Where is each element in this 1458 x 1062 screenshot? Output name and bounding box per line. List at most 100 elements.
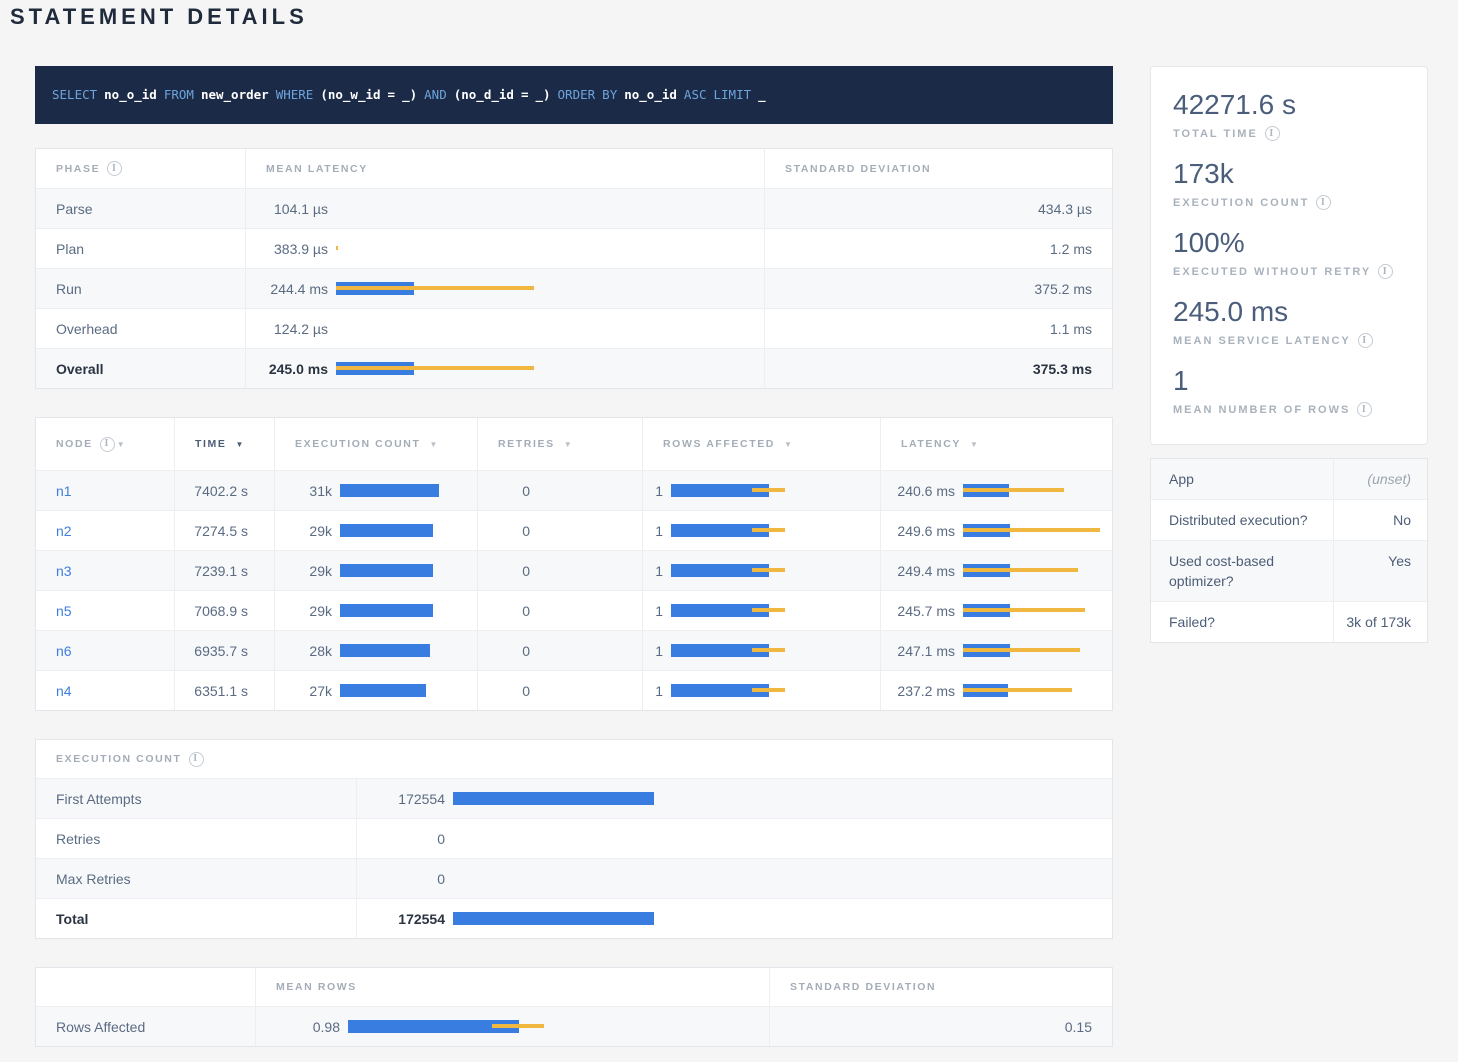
info-icon[interactable]: i (1264, 126, 1280, 141)
mean-bar (671, 604, 769, 617)
stddev-bar (963, 528, 1100, 532)
cell-value: 0.98 (312, 1018, 340, 1035)
sort-arrow-icon: ▼ (235, 439, 246, 449)
mean-latency-column-header[interactable]: MEAN LATENCY (245, 149, 764, 188)
stddev-bar (963, 648, 1080, 652)
cell-value: 1 (655, 562, 663, 579)
node-table-header: NODE i ▼ TIME ▼ EXECUTION COUNT ▼ RETRIES ▼ ROWS … (36, 418, 1112, 470)
mean-bar (671, 644, 769, 657)
latency-bar-chart (671, 684, 785, 697)
rows-affected-label: Rows Affected (56, 1018, 146, 1035)
attribute-label: Used cost-based optimizer? (1169, 553, 1275, 589)
latency-bar-chart (453, 792, 654, 805)
info-icon[interactable]: i (107, 161, 123, 176)
latency-bar-chart (963, 684, 1072, 697)
count-label: Retries (56, 830, 101, 847)
cell-value: 1 (655, 482, 663, 499)
stddev-bar (963, 568, 1078, 572)
mean-bar (340, 644, 430, 657)
latency-bar-chart (340, 644, 430, 657)
node-link[interactable]: n2 (56, 522, 72, 539)
cell-value: 27k (309, 682, 332, 699)
retries-column-header[interactable]: RETRIES ▼ (477, 418, 642, 470)
table-row: Distributed execution? No (1151, 499, 1427, 540)
statement-attributes-table: App (unset) Distributed execution? No Used c… (1150, 458, 1428, 643)
cell-value: 29k (309, 602, 332, 619)
mean-bar (671, 484, 769, 497)
stddev-bar (336, 286, 534, 290)
stddev-bar (752, 528, 785, 532)
info-icon[interactable]: i (99, 436, 115, 452)
node-stats-table: NODE i ▼ TIME ▼ EXECUTION COUNT ▼ RETRIES ▼ ROWS … (35, 417, 1113, 711)
sql-identifier: = (387, 86, 396, 102)
phase-column-header[interactable]: PHASE i (36, 149, 245, 188)
stddev-bar (963, 608, 1085, 612)
latency-bar-chart (336, 362, 534, 375)
table-row: n6 6935.7 s 28k 0 1 247.1 ms (36, 630, 1112, 670)
time-value: 6935.7 s (174, 631, 274, 670)
latency-bar-chart (340, 684, 426, 697)
stddev-value: 1.1 ms (764, 309, 1112, 348)
stddev-column-header[interactable]: STANDARD DEVIATION (764, 149, 1112, 188)
attribute-value: 3k of 173k (1333, 602, 1427, 642)
stddev-value: 1.2 ms (764, 229, 1112, 268)
rows-affected-table: MEAN ROWS STANDARD DEVIATION Rows Affected… (35, 967, 1113, 1047)
execution-count-table: EXECUTION COUNT i First Attempts 172554 Retr… (35, 739, 1113, 939)
rows-affected-column-header[interactable]: ROWS AFFECTED ▼ (642, 418, 880, 470)
count-label: First Attempts (56, 790, 142, 807)
stat-value: 42271.6 s (1173, 89, 1296, 120)
latency-bar-chart (671, 604, 785, 617)
mean-bar (453, 912, 654, 925)
node-link[interactable]: n4 (56, 682, 72, 699)
latency-bar-chart (963, 644, 1080, 657)
node-link[interactable]: n6 (56, 642, 72, 659)
cell-value: 0 (522, 482, 530, 499)
stddev-value: 375.2 ms (764, 269, 1112, 308)
cell-value: 245.7 ms (897, 602, 955, 619)
node-link[interactable]: n5 (56, 602, 72, 619)
info-icon[interactable]: i (1357, 402, 1373, 417)
table-row: Run 244.4 ms 375.2 ms (36, 268, 1112, 308)
table-row: Overhead 124.2 µs 1.1 ms (36, 308, 1112, 348)
info-icon[interactable]: i (1357, 333, 1373, 348)
cell-value: 104.1 µs (274, 200, 328, 217)
stddev-value: 434.3 µs (764, 189, 1112, 228)
phase-label: Plan (56, 240, 85, 257)
latency-bar-chart (336, 242, 338, 255)
table-row: n5 7068.9 s 29k 0 1 245.7 ms (36, 590, 1112, 630)
stddev-bar (336, 246, 338, 250)
cell-value: 249.4 ms (897, 562, 955, 579)
info-icon[interactable]: i (1316, 195, 1332, 210)
side-column: 42271.6 s TOTAL TIME i 173k EXECUTION COUNT i… (1150, 66, 1428, 643)
page-title: STATEMENT DETAILS (10, 4, 308, 29)
info-icon[interactable]: i (188, 751, 204, 767)
stddev-value: 375.3 ms (764, 349, 1112, 388)
sql-identifier: no_o_id (104, 86, 157, 102)
time-column-header[interactable]: TIME ▼ (174, 418, 274, 470)
latency-column-header[interactable]: LATENCY ▼ (880, 418, 1112, 470)
execution-count-table-header: EXECUTION COUNT i (36, 740, 1112, 778)
table-row: Retries 0 (36, 818, 1112, 858)
execution-count-header: EXECUTION COUNT i (36, 740, 1112, 778)
attribute-label: Failed? (1169, 614, 1215, 630)
node-column-header[interactable]: NODE i ▼ (56, 436, 127, 452)
sort-arrow-icon: ▼ (970, 439, 980, 449)
cell-value: 0 (522, 522, 530, 539)
latency-bar-chart (963, 484, 1064, 497)
attribute-value: (unset) (1333, 459, 1427, 499)
stat-label: EXECUTION COUNT i (1173, 195, 1405, 210)
table-row: Plan 383.9 µs 1.2 ms (36, 228, 1112, 268)
mean-bar (340, 604, 433, 617)
node-link[interactable]: n3 (56, 562, 72, 579)
cell-value: 0 (522, 642, 530, 659)
execution-count-column-header[interactable]: EXECUTION COUNT ▼ (274, 418, 477, 470)
sql-identifier: = (520, 86, 529, 102)
latency-bar-chart (963, 524, 1100, 537)
summary-stat: 42271.6 s TOTAL TIME i (1173, 89, 1405, 141)
table-row: n3 7239.1 s 29k 0 1 249.4 ms (36, 550, 1112, 590)
table-row: Overall 245.0 ms 375.3 ms (36, 348, 1112, 388)
latency-bar-chart (453, 912, 654, 925)
node-link[interactable]: n1 (56, 482, 72, 499)
table-row: Used cost-based optimizer? Yes (1151, 540, 1427, 601)
info-icon[interactable]: i (1378, 264, 1394, 279)
